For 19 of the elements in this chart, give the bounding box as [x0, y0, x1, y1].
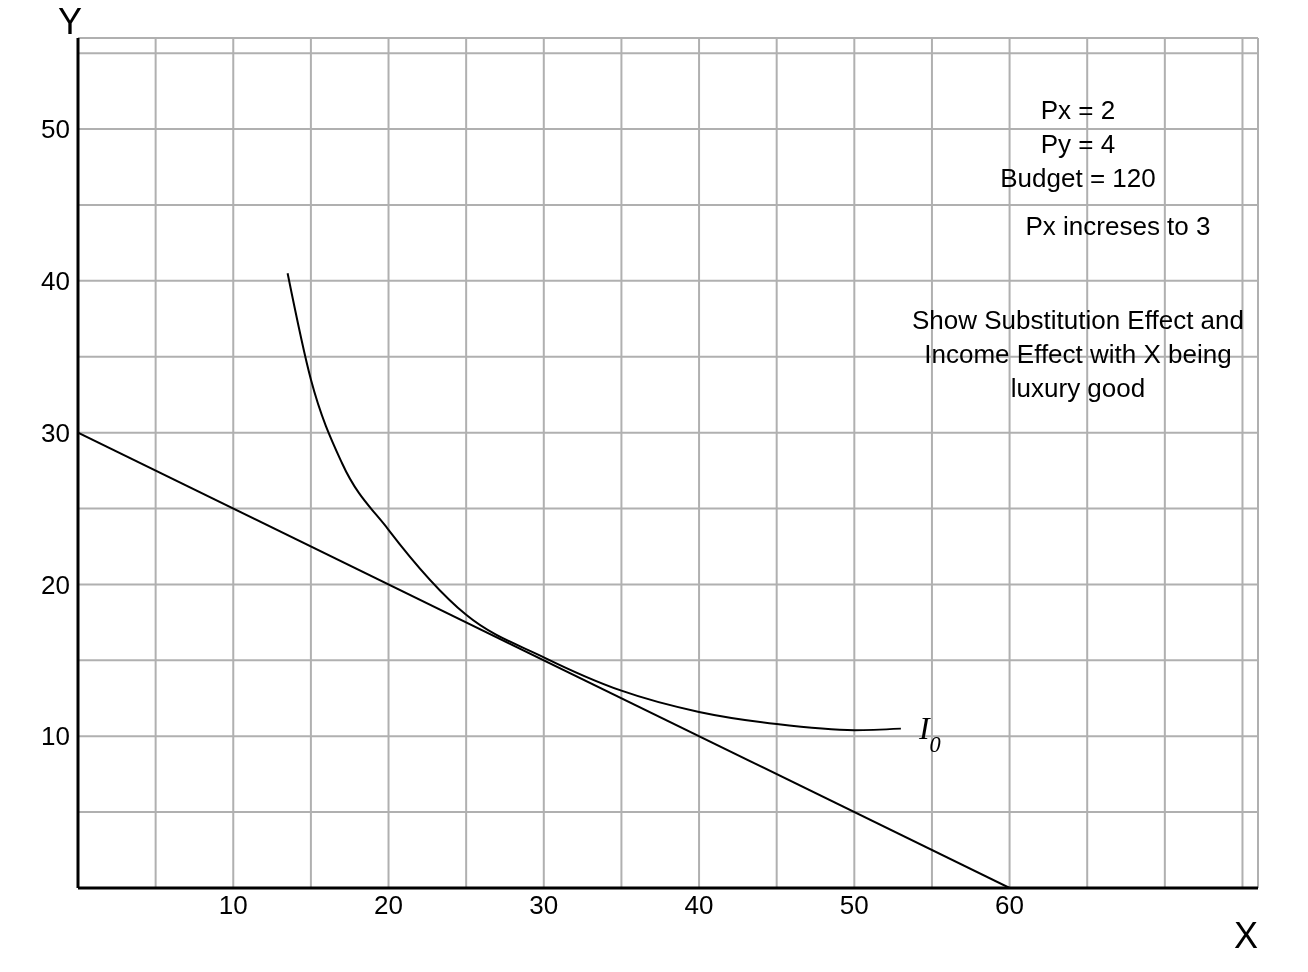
- y-tick-label: 40: [41, 266, 70, 297]
- x-tick-label: 60: [995, 890, 1025, 921]
- annotation: Show Substitution Effect and Income Effect with X being luxury good: [911, 304, 1245, 405]
- x-tick-label: 20: [374, 890, 403, 921]
- y-tick-label: 50: [41, 114, 70, 145]
- annotation: Budget = 120: [999, 162, 1157, 195]
- y-tick-label: 20: [41, 569, 70, 600]
- series-label: I$_{0}$: [917, 709, 941, 757]
- y-axis-title: Y: [58, 0, 83, 42]
- y-tick-label: 10: [41, 721, 70, 752]
- x-axis-title: X: [1233, 915, 1258, 956]
- x-tick-label: 50: [839, 890, 869, 921]
- annotation: Py = 4: [1039, 128, 1117, 161]
- annotation: Px = 2: [1039, 94, 1117, 127]
- x-tick-label: 30: [529, 890, 559, 921]
- y-tick-label: 30: [41, 417, 70, 448]
- x-tick-label: 10: [218, 890, 248, 921]
- x-tick-label: 40: [684, 890, 714, 921]
- annotation: Px increses to 3: [1024, 210, 1212, 243]
